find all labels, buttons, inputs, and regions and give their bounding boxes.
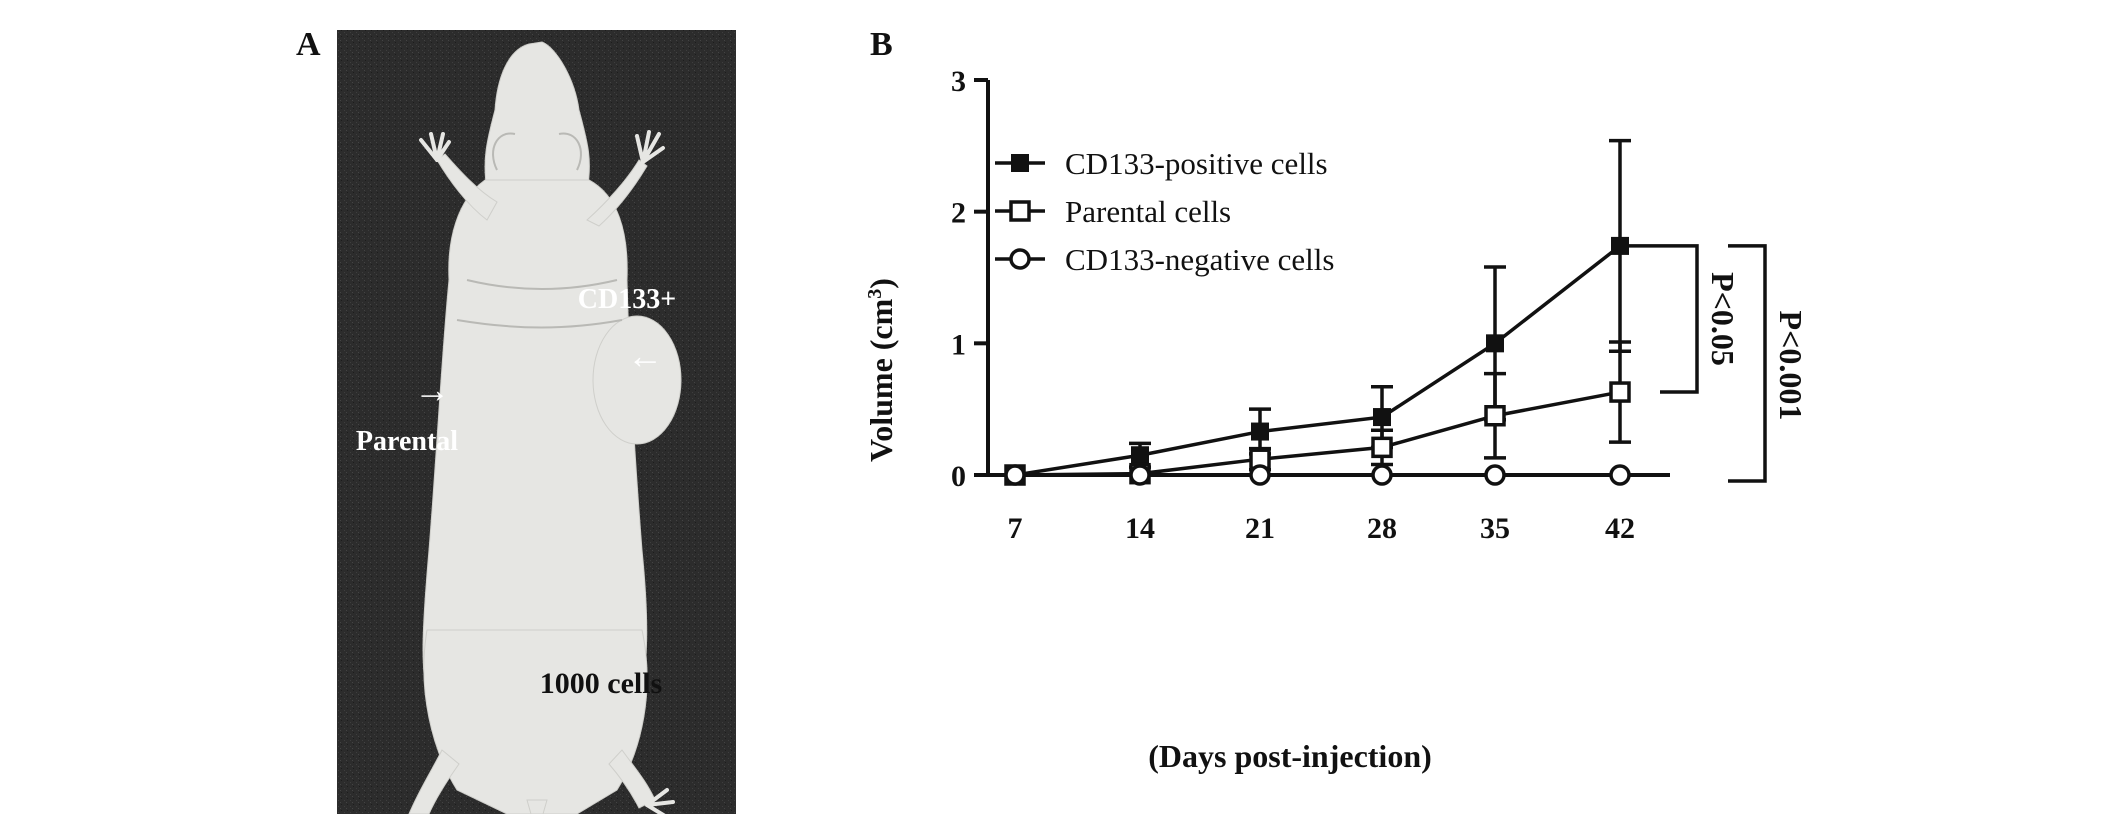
bracket-p005 xyxy=(1628,244,1699,394)
x-axis-label: (Days post-injection) xyxy=(1148,738,1432,774)
data-point xyxy=(1129,464,1151,486)
x-tick-label: 42 xyxy=(1605,512,1635,545)
y-axis-label-sup: 3 xyxy=(864,289,886,299)
chart-axes xyxy=(986,80,1670,477)
bracket-p0001 xyxy=(1728,244,1767,483)
x-tick-label: 21 xyxy=(1245,512,1275,545)
x-tick-label: 14 xyxy=(1125,512,1155,545)
legend-label: CD133-positive cells xyxy=(1065,146,1328,181)
data-point xyxy=(1373,408,1391,427)
cd133-label: CD133+ xyxy=(578,284,676,315)
chart-series xyxy=(1004,138,1631,486)
y-tick-label: 3 xyxy=(951,65,966,98)
cd133-arrow: ← xyxy=(627,336,663,376)
data-point xyxy=(1609,381,1631,403)
series-line xyxy=(1014,244,1622,477)
photo-labels: CD133+ ← → Parental 1000 cells xyxy=(356,284,676,700)
y-tick-label: 2 xyxy=(951,197,966,230)
x-tick-label: 28 xyxy=(1367,512,1397,545)
x-tick-label: 35 xyxy=(1480,512,1510,545)
significance-brackets: P<0.05 P<0.001 xyxy=(1628,244,1809,483)
mouse-silhouette xyxy=(408,41,682,814)
data-point xyxy=(1251,422,1269,441)
volume-chart: 0 1 2 3 7 14 21 28 35 42 CD133-positive cells Par… xyxy=(863,65,1809,774)
y-tick-label: 0 xyxy=(951,460,966,493)
data-point xyxy=(1371,436,1393,459)
data-point xyxy=(1611,236,1629,255)
parental-arrow: → xyxy=(414,370,450,410)
data-point xyxy=(1131,446,1149,465)
y-axis-label-main: Volume (cm xyxy=(863,298,899,462)
legend-marker xyxy=(1011,154,1029,172)
mouse-photo: CD133+ ← → Parental 1000 cells xyxy=(337,30,736,814)
mouse-paws xyxy=(419,130,675,814)
y-axis-label-end: ) xyxy=(863,278,899,289)
legend-marker xyxy=(1009,200,1031,222)
data-point xyxy=(1484,405,1506,427)
series-line xyxy=(1014,390,1621,477)
x-ticks: 7 14 21 28 35 42 xyxy=(1008,512,1636,545)
y-axis-label: Volume (cm3) xyxy=(863,278,899,462)
data-point xyxy=(1484,464,1506,486)
y-ticks: 0 1 2 3 xyxy=(951,65,988,493)
series-3 xyxy=(1004,464,1631,486)
cells-label: 1000 cells xyxy=(540,667,662,700)
data-point xyxy=(1609,464,1631,486)
data-point xyxy=(1371,464,1393,486)
data-point xyxy=(1004,464,1026,486)
legend-label: CD133-negative cells xyxy=(1065,242,1334,277)
legend-marker xyxy=(1009,248,1031,270)
panel-a-letter: A xyxy=(296,26,321,63)
panel-b-letter: B xyxy=(870,26,893,63)
p-value-0001: P<0.001 xyxy=(1773,311,1809,421)
series-1 xyxy=(1006,138,1631,484)
data-point xyxy=(1486,334,1504,353)
legend-label: Parental cells xyxy=(1065,194,1231,229)
mouse-details xyxy=(456,132,623,329)
parental-label: Parental xyxy=(356,426,458,457)
chart-legend: CD133-positive cells Parental cells CD133-… xyxy=(995,146,1334,277)
x-tick-label: 7 xyxy=(1008,512,1023,545)
p-value-005: P<0.05 xyxy=(1705,272,1741,366)
mouse-illustration xyxy=(337,30,736,814)
data-point xyxy=(1249,464,1271,486)
y-tick-label: 1 xyxy=(951,328,966,361)
